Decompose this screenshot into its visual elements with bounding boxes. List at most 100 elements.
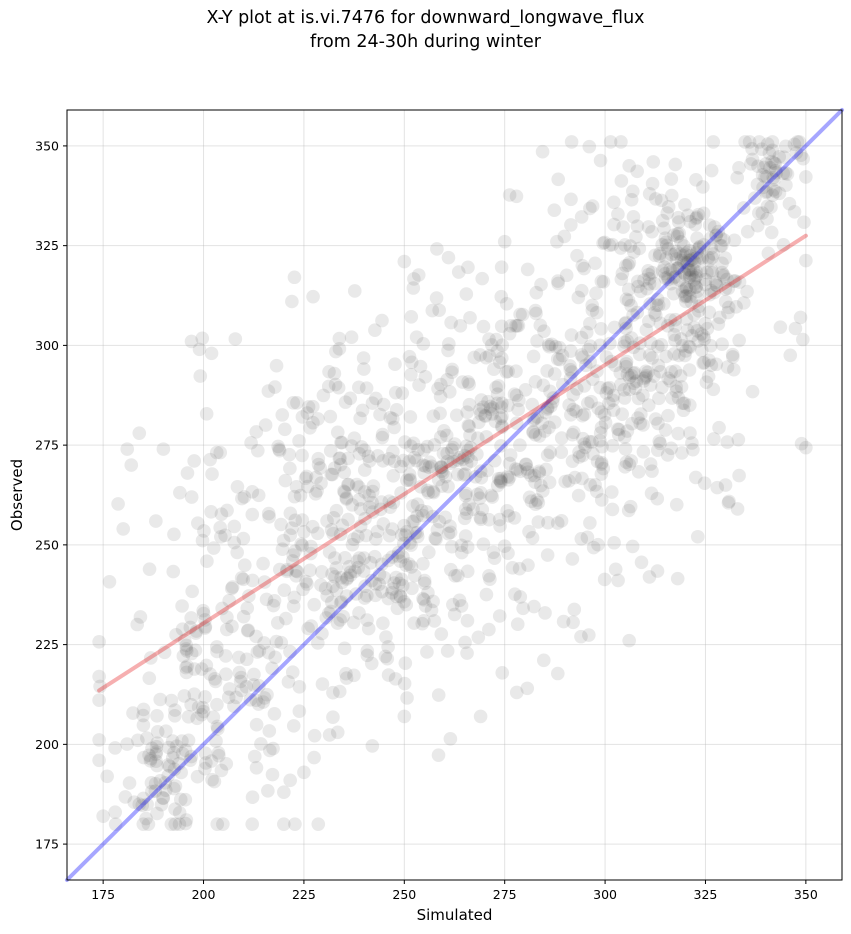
data-point xyxy=(443,732,458,746)
data-point xyxy=(778,139,793,154)
data-point xyxy=(633,416,648,431)
data-point xyxy=(622,382,637,397)
data-point xyxy=(213,445,228,460)
data-point xyxy=(623,239,638,253)
data-point xyxy=(236,531,251,546)
data-point xyxy=(362,488,376,503)
data-point xyxy=(332,331,347,346)
data-point xyxy=(707,285,721,300)
data-point xyxy=(442,337,456,351)
data-point xyxy=(281,675,296,689)
data-point xyxy=(617,339,631,353)
data-point xyxy=(320,589,334,603)
data-point xyxy=(586,447,600,461)
data-point xyxy=(441,343,455,358)
data-point xyxy=(690,284,705,298)
data-point xyxy=(721,281,736,295)
data-point xyxy=(292,434,306,448)
data-point xyxy=(369,391,383,406)
data-point xyxy=(675,338,690,353)
data-point xyxy=(620,334,635,348)
data-point xyxy=(688,470,703,485)
data-point xyxy=(196,704,211,719)
data-point xyxy=(424,459,439,474)
data-point xyxy=(274,635,289,650)
data-point xyxy=(191,516,205,530)
data-point xyxy=(564,328,579,342)
data-point xyxy=(468,470,483,484)
data-point xyxy=(707,432,721,446)
data-point xyxy=(272,443,287,458)
data-point xyxy=(263,743,277,758)
data-point xyxy=(458,502,473,516)
data-point xyxy=(150,708,164,723)
data-point xyxy=(459,457,474,471)
data-point xyxy=(622,370,637,385)
data-point xyxy=(292,704,307,719)
data-point xyxy=(286,395,301,410)
data-point xyxy=(655,264,670,278)
data-point xyxy=(356,564,371,578)
data-point xyxy=(513,307,527,322)
data-point xyxy=(728,274,742,288)
data-point xyxy=(391,545,406,560)
data-point xyxy=(696,356,710,370)
data-point xyxy=(678,267,692,281)
data-point xyxy=(710,480,725,495)
data-point xyxy=(752,135,767,149)
data-point xyxy=(639,369,654,383)
data-point xyxy=(589,305,604,320)
data-point xyxy=(457,448,472,463)
data-point xyxy=(524,468,538,483)
data-point xyxy=(194,662,209,676)
data-point xyxy=(270,615,285,630)
data-point xyxy=(132,426,147,440)
data-point xyxy=(650,292,665,307)
data-point xyxy=(650,491,665,506)
data-point xyxy=(692,239,707,254)
data-point xyxy=(345,498,360,512)
data-point xyxy=(551,172,566,187)
data-point xyxy=(179,813,194,827)
data-point xyxy=(542,339,556,354)
data-point xyxy=(184,334,199,349)
data-point xyxy=(427,438,442,452)
data-point xyxy=(431,472,446,487)
data-point xyxy=(209,734,223,748)
data-point xyxy=(668,319,683,333)
data-point xyxy=(328,551,342,565)
data-point xyxy=(520,462,535,476)
data-point xyxy=(178,816,193,831)
data-point xyxy=(415,616,430,631)
data-point xyxy=(426,594,440,609)
data-point xyxy=(594,322,608,336)
data-point xyxy=(494,411,508,425)
data-point xyxy=(371,449,385,463)
data-point xyxy=(381,591,396,606)
data-point xyxy=(389,403,404,417)
data-point xyxy=(664,172,679,186)
data-point xyxy=(184,749,199,764)
data-point xyxy=(361,621,376,636)
data-point xyxy=(540,364,554,378)
data-point xyxy=(757,160,771,175)
data-point xyxy=(234,670,248,685)
data-point xyxy=(627,245,641,259)
data-point xyxy=(416,613,431,628)
data-point xyxy=(674,380,689,394)
data-point xyxy=(607,217,621,232)
data-point xyxy=(494,400,509,415)
data-point xyxy=(471,431,485,445)
data-point xyxy=(476,319,491,334)
data-point xyxy=(655,380,669,395)
data-point xyxy=(772,186,787,201)
data-point xyxy=(797,215,811,230)
data-point xyxy=(547,367,562,381)
data-point xyxy=(407,616,421,630)
data-point xyxy=(175,622,190,636)
data-point xyxy=(555,348,570,363)
data-point xyxy=(176,649,191,663)
data-point xyxy=(188,643,203,658)
data-point xyxy=(249,425,264,439)
